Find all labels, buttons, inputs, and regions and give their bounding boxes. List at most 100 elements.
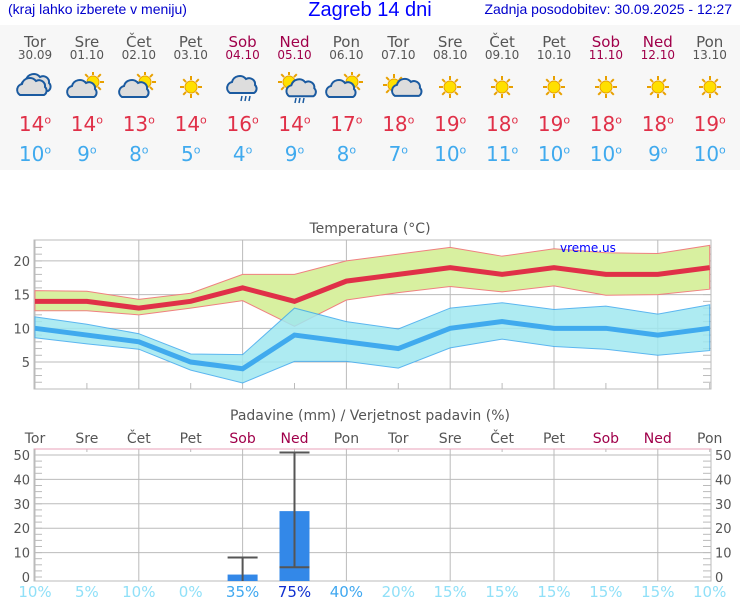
x-day-label: Pet <box>543 431 566 447</box>
degree-sign: o <box>660 143 668 157</box>
precip-probability: 15% <box>589 583 622 600</box>
degree-sign: o <box>245 143 253 157</box>
max-temp-value: 13 <box>122 112 149 136</box>
min-temp-value: 5 <box>180 142 194 166</box>
cloudy-icon <box>9 72 61 102</box>
sun-icon <box>580 72 632 102</box>
min-temp: 10o <box>580 142 632 166</box>
day-date: 30.09 <box>17 48 53 62</box>
max-temp: 19o <box>684 112 736 136</box>
degree-sign: o <box>297 143 305 157</box>
min-temp: 9o <box>632 142 684 166</box>
rain-cloud-icon <box>217 72 269 102</box>
precip-probability: 20% <box>382 583 415 600</box>
y-tick-label: 10 <box>13 322 30 337</box>
x-day-label: Pon <box>697 431 722 447</box>
day-date: 12.10 <box>640 48 675 62</box>
min-temp-line <box>34 319 711 372</box>
day-date: 08.10 <box>433 48 468 62</box>
precip-probability: 15% <box>485 583 518 600</box>
min-temp: 9o <box>61 142 113 166</box>
min-temp: 8o <box>320 142 372 166</box>
day-name: Ned <box>279 33 310 51</box>
watermark: vreme.us <box>560 241 616 255</box>
y-tick-label-right: 30 <box>715 498 732 513</box>
min-temp: 10o <box>528 142 580 166</box>
sun-small-cloud-icon <box>372 72 424 102</box>
max-temp-value: 19 <box>693 112 720 136</box>
x-day-label: Sob <box>593 431 619 447</box>
day-name: Čet <box>126 33 152 51</box>
max-temp-value: 18 <box>641 112 668 136</box>
min-temp-value: 10 <box>589 142 616 166</box>
day-name: Sob <box>591 33 620 51</box>
day-date: 03.10 <box>173 48 208 62</box>
degree-sign: o <box>719 113 726 127</box>
precip-probability: 10% <box>693 583 726 600</box>
day-date: 04.10 <box>225 48 260 62</box>
y-tick-label: 15 <box>13 289 30 304</box>
degree-sign: o <box>355 113 363 127</box>
plot-area <box>34 449 711 581</box>
max-temp: 18o <box>580 112 632 136</box>
day-name: Sre <box>437 33 463 51</box>
max-temp-value: 14 <box>174 112 201 136</box>
precip-probability: 5% <box>75 583 99 600</box>
max-temp-value: 18 <box>382 112 408 136</box>
max-temp: 14o <box>9 112 61 136</box>
precip-probability: 35% <box>226 583 259 600</box>
precip-probability: 15% <box>641 583 674 600</box>
day-date: 01.10 <box>69 48 105 62</box>
min-temp-value: 9 <box>648 142 661 166</box>
y-tick-label-left: 30 <box>13 498 30 513</box>
sun-icon <box>424 72 476 102</box>
sun-icon <box>476 72 528 102</box>
min-temp-value: 10 <box>434 142 460 166</box>
day-name: Čet <box>489 33 515 51</box>
max-temp: 18o <box>632 112 684 136</box>
plot-border <box>33 239 712 390</box>
y-tick-label-left: 0 <box>22 571 30 586</box>
partly-cloudy-icon <box>320 71 372 102</box>
x-day-label: Tor <box>24 431 46 447</box>
min-temp-value: 10 <box>18 142 45 166</box>
chart-title: Padavine (mm) / Verjetnost padavin (%) <box>230 408 510 424</box>
degree-sign: o <box>141 143 149 157</box>
partly-cloudy-icon <box>113 71 165 102</box>
min-temp-value: 4 <box>232 142 246 166</box>
degree-sign: o <box>193 143 201 157</box>
max-temp: 13o <box>113 112 165 136</box>
min-temp: 9o <box>269 142 321 166</box>
max-temp: 14o <box>61 112 113 136</box>
min-temp-value: 8 <box>129 142 142 166</box>
max-temp-value: 19 <box>434 112 460 136</box>
degree-sign: o <box>459 113 467 127</box>
day-name: Pet <box>178 33 203 51</box>
degree-sign: o <box>200 113 207 127</box>
min-temp: 7o <box>372 142 424 166</box>
precip-probability: 10% <box>122 583 155 600</box>
max-temp: 19o <box>528 112 580 136</box>
day-date: 06.10 <box>329 48 364 62</box>
min-temp: 8o <box>113 142 165 166</box>
sun-icon <box>528 72 580 102</box>
y-tick-label: 5 <box>22 356 30 371</box>
x-day-label: Sre <box>75 431 98 447</box>
max-temp-value: 17 <box>330 112 356 136</box>
degree-sign: o <box>349 143 357 157</box>
day-name: Sob <box>228 33 257 51</box>
sun-rain-icon <box>269 71 321 104</box>
degree-sign: o <box>407 113 415 127</box>
day-name: Ned <box>642 33 673 51</box>
max-temp-value: 19 <box>537 112 564 136</box>
degree-sign: o <box>401 143 409 157</box>
day-date: 09.10 <box>484 48 520 62</box>
day-name: Tor <box>24 33 46 51</box>
day-date: 10.10 <box>536 48 572 62</box>
day-date: 13.10 <box>692 48 727 62</box>
x-day-label: Čet <box>127 429 151 447</box>
x-day-label: Pet <box>180 431 203 447</box>
min-temp-value: 9 <box>284 142 298 166</box>
max-temp: 16o <box>217 112 269 136</box>
degree-sign: o <box>303 113 311 127</box>
